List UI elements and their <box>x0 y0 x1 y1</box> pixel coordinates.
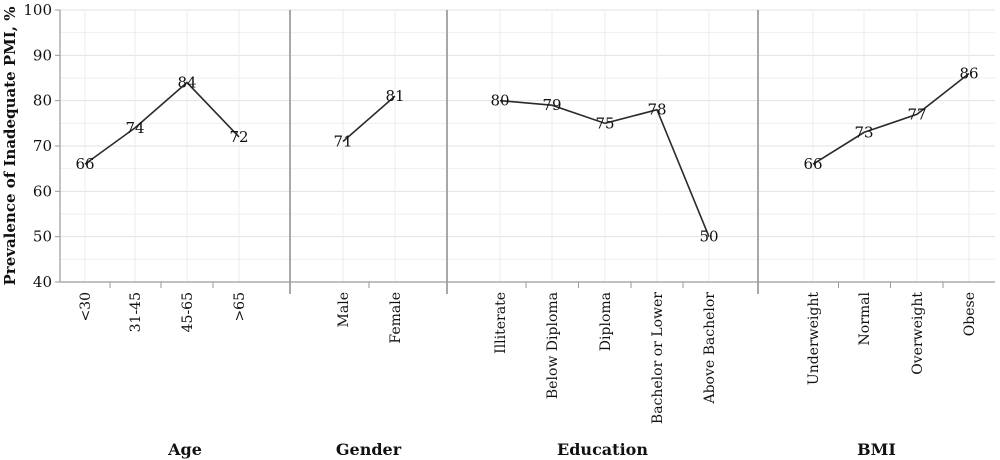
y-axis-label: Prevalence of Inadequate PMI, % <box>1 7 19 286</box>
data-label: 71 <box>333 132 352 150</box>
data-label: 86 <box>959 64 978 82</box>
y-tick-label: 90 <box>33 46 52 64</box>
x-category-label: Obese <box>962 292 978 336</box>
data-label: 84 <box>177 74 196 92</box>
data-label: 79 <box>542 96 561 114</box>
grid-lines <box>60 9 995 283</box>
x-category-label: Diploma <box>598 292 614 351</box>
series-line-age <box>84 81 240 165</box>
x-category-label: Illiterate <box>493 292 509 354</box>
y-tick-label: 80 <box>33 92 52 110</box>
data-label: 75 <box>595 114 614 132</box>
data-label: 73 <box>854 123 873 141</box>
data-label: 80 <box>490 92 509 110</box>
x-category-label: Female <box>388 292 404 344</box>
axes <box>55 9 995 288</box>
y-tick-labels: 40 50 60 70 80 90 100 <box>23 1 52 291</box>
data-label: 72 <box>229 128 248 146</box>
y-tick-label: 70 <box>33 137 52 155</box>
data-label: 66 <box>803 155 822 173</box>
series-line-education <box>499 99 710 237</box>
x-category-label: Overweight <box>910 292 926 375</box>
group-labels: Age Gender Education BMI <box>167 440 896 459</box>
x-category-label: <30 <box>78 292 94 322</box>
group-label: Age <box>167 440 202 459</box>
x-category-label: >65 <box>232 292 248 322</box>
x-category-label: Normal <box>857 291 873 345</box>
data-label: 77 <box>907 105 926 123</box>
x-category-labels: <30 31-45 45-65 >65 Male Female Illiterate Belo… <box>78 291 978 424</box>
x-category-label: Bachelor or Lower <box>650 292 666 424</box>
group-label: Education <box>557 440 648 459</box>
data-label: 50 <box>699 228 718 246</box>
y-tick-label: 50 <box>33 228 52 246</box>
x-category-label: Male <box>336 292 352 327</box>
group-label: BMI <box>857 440 896 459</box>
series-line-bmi <box>812 72 970 165</box>
data-label: 78 <box>647 101 666 119</box>
data-label: 66 <box>75 155 94 173</box>
data-labels: 66 74 84 72 71 81 80 79 75 78 50 66 73 77 86 <box>75 64 978 245</box>
x-category-label: Underweight <box>806 292 822 385</box>
group-separators <box>289 10 759 294</box>
data-label: 81 <box>385 87 404 105</box>
x-category-label: 45-65 <box>180 292 196 332</box>
x-category-label: 31-45 <box>128 292 144 332</box>
y-tick-label: 40 <box>33 273 52 291</box>
series-line-gender <box>342 95 396 143</box>
group-label: Gender <box>336 440 402 459</box>
x-category-label: Above Bachelor <box>702 292 718 405</box>
y-tick-label: 60 <box>33 182 52 200</box>
y-tick-label: 100 <box>23 1 52 19</box>
series-lines <box>84 72 970 237</box>
data-label: 74 <box>125 119 144 137</box>
x-category-label: Below Diploma <box>545 292 561 399</box>
